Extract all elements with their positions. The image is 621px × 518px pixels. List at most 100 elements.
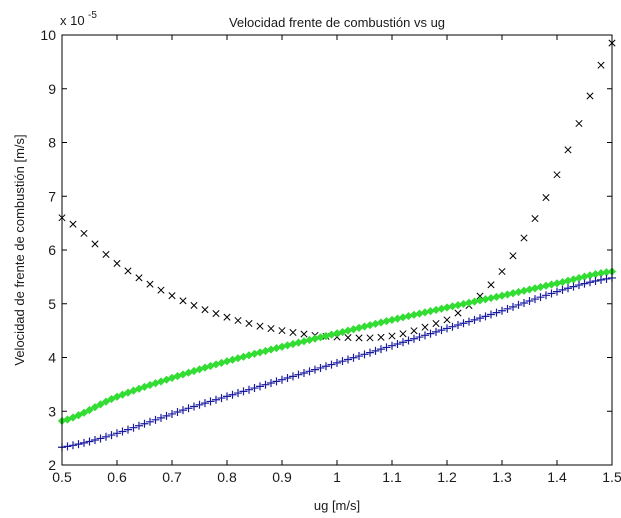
data-point — [190, 301, 198, 310]
data-point — [520, 298, 528, 307]
data-point — [79, 408, 89, 417]
data-point — [146, 417, 154, 426]
x-tick-label: 1.1 — [382, 469, 402, 485]
data-point — [547, 289, 556, 298]
data-point — [487, 310, 495, 319]
data-point — [333, 358, 341, 367]
data-point — [300, 369, 308, 377]
data-point — [74, 440, 83, 449]
data-point — [602, 274, 611, 283]
data-point — [492, 308, 501, 317]
data-point — [586, 92, 594, 100]
data-point — [91, 436, 99, 445]
y-multiplier-base: x 10 — [60, 13, 85, 28]
data-point — [118, 427, 127, 436]
data-point — [278, 327, 286, 335]
data-point — [223, 313, 231, 321]
data-point — [179, 297, 187, 305]
data-point — [476, 314, 484, 323]
data-point — [168, 292, 176, 300]
data-point — [190, 402, 198, 411]
data-point — [366, 348, 374, 357]
data-point — [68, 413, 78, 422]
data-point — [113, 259, 121, 267]
data-point — [294, 370, 303, 379]
data-point — [542, 193, 550, 202]
x-tick-label: 1 — [333, 469, 341, 485]
data-point — [597, 61, 605, 69]
data-point — [305, 367, 314, 376]
data-point — [366, 334, 374, 342]
data-point — [135, 274, 143, 282]
data-point — [322, 362, 330, 371]
data-point — [124, 425, 132, 434]
data-point — [201, 306, 209, 314]
data-point — [393, 339, 402, 348]
y-tick-label: 3 — [48, 403, 56, 419]
data-point — [201, 399, 209, 408]
data-point — [509, 252, 517, 260]
data-point — [151, 415, 160, 424]
plot-background — [62, 35, 612, 465]
data-point — [311, 365, 319, 374]
data-point — [498, 306, 506, 315]
data-point — [140, 419, 149, 428]
data-point — [410, 334, 418, 343]
y-axis-title: Velocidad de frente de combustión [m/s] — [12, 134, 27, 365]
data-point — [553, 287, 561, 296]
data-point — [448, 322, 457, 331]
data-point — [586, 278, 594, 287]
data-point — [245, 385, 253, 394]
data-point — [157, 286, 165, 294]
data-point — [289, 372, 297, 381]
data-point — [564, 284, 572, 293]
data-point — [349, 353, 358, 362]
x-tick-label: 1.3 — [492, 469, 512, 485]
data-point — [234, 389, 242, 398]
data-point — [525, 297, 534, 306]
ticks-layer: 0.5 0.6 0.7 0.8 0.9 1 1.1 1.2 1.3 1.4 1.5 2 3 4 5 6 7 8 9 1… — [40, 27, 621, 485]
data-point — [278, 375, 286, 384]
data-point — [157, 413, 165, 422]
x-tick-label: 0.7 — [162, 469, 182, 485]
data-point — [377, 333, 385, 341]
data-point — [80, 229, 88, 237]
data-point — [531, 295, 539, 304]
data-point — [355, 334, 363, 342]
data-point — [272, 377, 281, 386]
data-point — [195, 400, 204, 409]
x-tick-label: 0.9 — [272, 469, 292, 485]
y-tick-label: 5 — [48, 296, 56, 312]
data-point — [580, 279, 589, 288]
data-point — [85, 437, 94, 446]
data-point — [344, 355, 352, 364]
data-point — [102, 250, 110, 258]
data-point — [399, 338, 407, 347]
data-point — [437, 326, 446, 335]
x-tick-label: 1.5 — [602, 469, 621, 485]
data-point — [344, 334, 352, 342]
data-point — [487, 281, 495, 289]
data-point — [69, 441, 77, 450]
data-point — [239, 387, 248, 396]
data-point — [113, 429, 121, 438]
data-point — [90, 403, 100, 412]
data-point — [118, 390, 127, 399]
data-point — [575, 281, 583, 290]
data-point — [267, 379, 275, 388]
data-point — [80, 438, 88, 447]
data-point — [404, 336, 413, 345]
data-point — [250, 384, 259, 393]
data-point — [107, 431, 116, 440]
data-point — [316, 363, 325, 372]
data-point — [459, 319, 468, 328]
series-layer — [57, 39, 617, 452]
data-point — [558, 285, 567, 294]
data-point — [96, 400, 105, 409]
data-point — [179, 406, 187, 415]
data-point — [289, 328, 297, 337]
data-point — [256, 382, 264, 391]
data-point — [509, 302, 517, 311]
data-point — [591, 277, 600, 286]
